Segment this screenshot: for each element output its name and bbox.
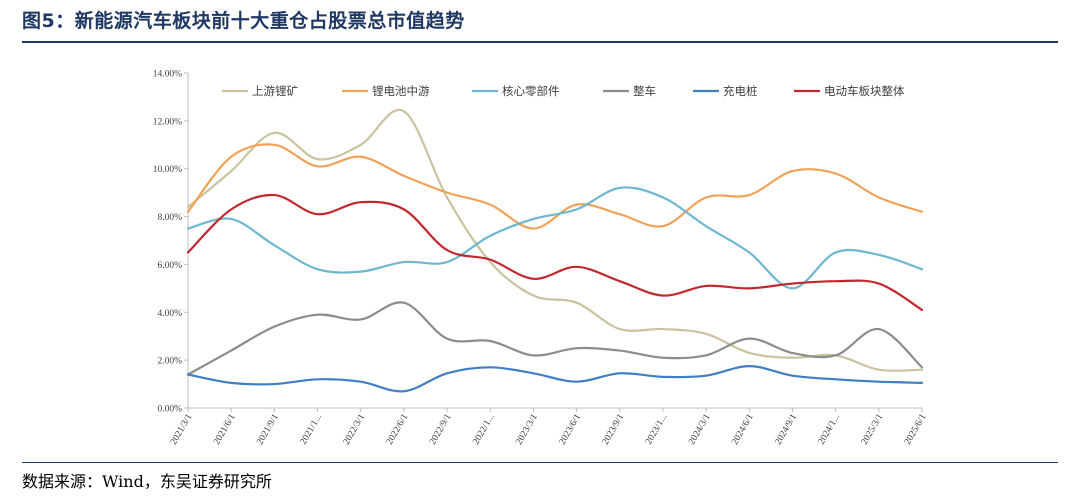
series-line-2 [186,186,924,290]
series-line-1 [186,143,924,230]
x-tick-label: 2023/6/1 [558,412,584,446]
y-tick-label: 0.00% [157,405,182,415]
y-axis: 0.00% 2.00% 4.00% 6.00% 8.00% 10.00% 12.00% 14.… [153,70,189,415]
y-tick-label: 6.00% [157,261,182,271]
x-tick-label: 2023/9/1 [601,412,627,446]
x-tick-label: 2021/3/1 [169,412,195,446]
y-tick-label: 4.00% [157,309,182,319]
series-line-4 [186,365,924,393]
series-line-0 [186,108,924,372]
page-title: 图5：新能源汽车板块前十大重仓占股票总市值趋势 [22,10,465,32]
y-tick-label: 8.00% [157,213,182,223]
x-tick-label: 2024/1... [817,413,842,447]
x-tick-label: 2024/9/1 [774,412,800,446]
series-line-5 [186,193,924,311]
x-tick-label: 2023/1... [644,413,669,447]
x-tick-label: 2021/6/1 [212,412,238,446]
footer-divider [22,462,1058,463]
x-tick-label: 2021/1... [299,413,324,447]
line-chart: 0.00% 2.00% 4.00% 6.00% 8.00% 10.00% 12.00% 14.… [153,70,929,447]
legend-label-3: 整车 [633,84,656,98]
legend-label-2: 核心零部件 [502,84,560,98]
x-tick-label: 2024/6/1 [730,412,756,446]
x-tick-label: 2023/3/1 [514,412,540,446]
legend-label-5: 电动车板块整体 [824,84,905,98]
source-note: 数据来源：Wind，东吴证券研究所 [22,472,272,491]
y-tick-label: 14.00% [153,70,182,80]
x-tick-label: 2025/6/1 [903,412,929,446]
x-axis: 2021/3/1 2021/6/1 2021/9/1 2021/1... 2022/3/… [169,407,929,447]
y-tick-label: 10.00% [153,165,182,175]
legend-label-4: 充电桩 [723,84,758,98]
legend: 上游锂矿 锂电池中游 核心零部件 整车 充电桩 电动车板块整体 [222,84,905,98]
series-lines [186,108,924,393]
x-tick-label: 2025/3/1 [860,412,886,446]
x-tick-label: 2021/9/1 [255,412,281,446]
y-tick-label: 12.00% [153,117,182,127]
x-tick-label: 2022/1... [471,413,496,447]
legend-label-0: 上游锂矿 [252,84,298,98]
x-tick-label: 2022/6/1 [385,412,411,446]
title-divider [22,41,1058,43]
series-line-3 [186,301,924,376]
x-tick-label: 2022/9/1 [428,412,454,446]
x-tick-label: 2022/3/1 [342,412,368,446]
legend-label-1: 锂电池中游 [372,84,430,98]
x-tick-label: 2024/3/1 [687,412,713,446]
y-tick-label: 2.00% [157,357,182,367]
